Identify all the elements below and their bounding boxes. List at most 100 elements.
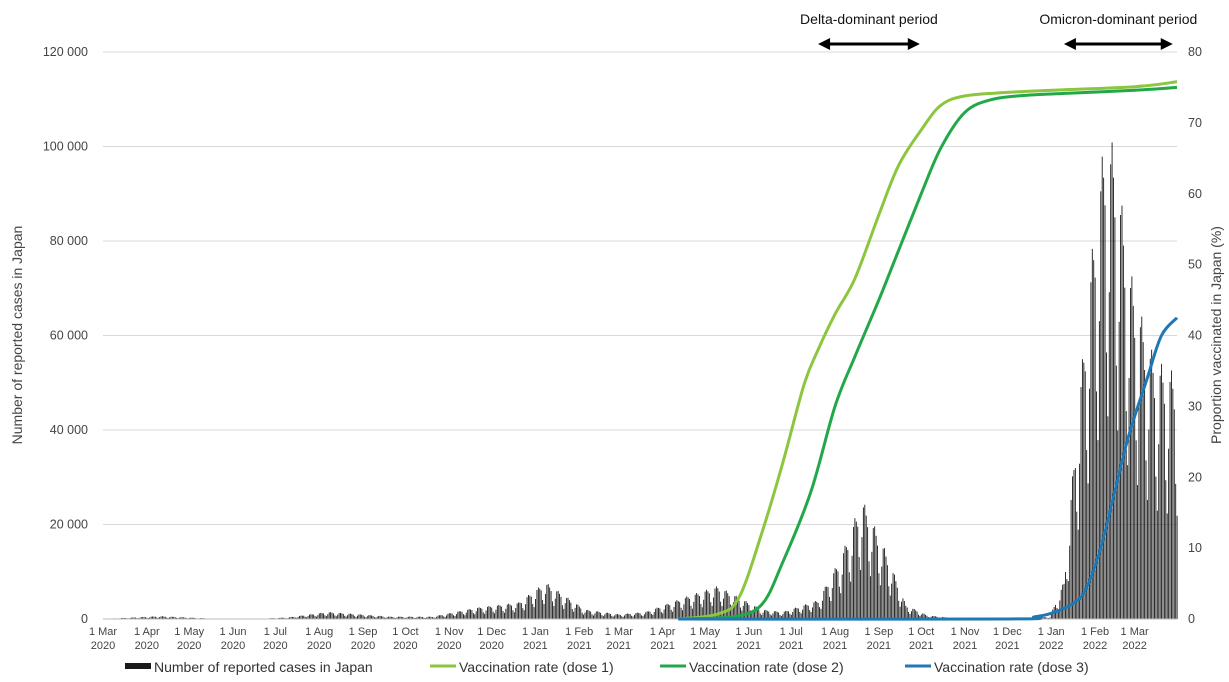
case-bar xyxy=(145,617,146,619)
case-bar xyxy=(1094,277,1096,619)
case-bar xyxy=(869,576,871,619)
case-bar xyxy=(417,616,419,619)
case-bar xyxy=(820,608,822,619)
case-bar xyxy=(686,596,688,619)
x-tick-label: 1 Jun 2020 xyxy=(220,626,247,652)
case-bar xyxy=(1162,382,1164,619)
x-tick-label: 1 Jan 2022 xyxy=(1038,626,1065,652)
case-bar xyxy=(146,617,148,619)
case-bar xyxy=(313,614,315,619)
period-label: Delta-dominant period xyxy=(800,11,938,27)
case-bar xyxy=(1066,578,1068,619)
case-bar xyxy=(378,615,380,619)
case-bar xyxy=(344,615,346,619)
case-bar xyxy=(877,545,878,619)
case-bar xyxy=(561,605,563,619)
case-bar xyxy=(487,606,488,619)
case-bar xyxy=(537,587,539,619)
case-bar xyxy=(617,614,618,619)
x-tick-label: 1 Jun 2021 xyxy=(735,626,762,652)
case-bars xyxy=(102,142,1178,620)
case-bar xyxy=(410,616,412,619)
case-bar xyxy=(797,608,799,619)
left-tick-label: 120 000 xyxy=(43,45,88,59)
case-bar xyxy=(318,613,320,619)
left-tick-label: 40 000 xyxy=(50,423,88,437)
x-tick-year: 2020 xyxy=(91,640,115,652)
case-bar xyxy=(638,612,640,619)
case-bar xyxy=(460,611,462,619)
case-bar xyxy=(518,602,520,619)
x-tick-month: 1 Mar xyxy=(1121,626,1149,638)
x-tick-label: 1 Sep 2020 xyxy=(349,626,378,652)
case-bar xyxy=(366,616,368,619)
case-bar xyxy=(1070,500,1072,619)
left-axis-title: Number of reported cases in Japan xyxy=(9,226,25,445)
case-bar xyxy=(1093,260,1095,619)
case-bar xyxy=(440,615,442,619)
case-bar xyxy=(1056,607,1058,619)
case-bar xyxy=(1098,321,1100,619)
right-axis-ticks: 0 10 20 30 40 50 60 70 80 xyxy=(1188,45,1202,626)
case-bar xyxy=(396,617,398,619)
case-bar xyxy=(472,613,474,619)
case-bar xyxy=(170,616,172,619)
case-bar xyxy=(625,613,627,619)
right-tick-label: 20 xyxy=(1188,470,1202,484)
case-bar xyxy=(488,606,490,619)
case-bar xyxy=(618,614,620,619)
case-bar xyxy=(588,610,590,619)
case-bar xyxy=(499,605,501,619)
case-bar xyxy=(905,605,907,619)
x-tick-year: 2022 xyxy=(1039,640,1063,652)
case-bar xyxy=(194,617,196,619)
case-bar xyxy=(1057,609,1059,619)
case-bar xyxy=(764,610,765,619)
case-bar xyxy=(649,611,651,619)
case-bar xyxy=(430,616,432,619)
x-tick-label: 1 Nov 2021 xyxy=(951,626,980,652)
case-bar xyxy=(658,607,659,619)
case-bar xyxy=(300,615,302,619)
case-bar xyxy=(420,616,422,619)
case-bar xyxy=(282,617,284,619)
case-bar xyxy=(1091,248,1093,619)
case-bar xyxy=(464,615,466,619)
case-bar xyxy=(550,591,552,619)
case-bar xyxy=(465,612,467,619)
case-bar xyxy=(386,617,388,619)
case-bar xyxy=(359,614,361,619)
case-bar xyxy=(1043,617,1045,619)
case-bar xyxy=(522,608,524,619)
case-bar xyxy=(157,617,159,619)
case-bar xyxy=(922,613,924,619)
case-bar xyxy=(512,610,514,619)
case-bar xyxy=(674,601,676,619)
case-bar xyxy=(513,612,515,619)
x-tick-year: 2020 xyxy=(351,640,375,652)
case-bar xyxy=(593,615,594,619)
case-bar xyxy=(660,611,662,619)
case-bar xyxy=(1063,583,1065,619)
case-bar xyxy=(810,612,812,619)
case-bar xyxy=(467,609,469,619)
x-tick-month: 1 Jan xyxy=(1038,626,1065,638)
case-bar xyxy=(646,611,648,619)
case-bar xyxy=(331,612,333,619)
case-bar xyxy=(317,615,319,619)
case-bar xyxy=(723,598,724,619)
case-bar xyxy=(1175,483,1177,619)
case-bar xyxy=(478,607,480,619)
case-bar xyxy=(803,605,805,619)
case-bar xyxy=(845,547,847,619)
x-tick-year: 2021 xyxy=(953,640,977,652)
case-bar xyxy=(528,594,529,619)
case-bar xyxy=(854,518,856,619)
case-bar xyxy=(602,616,604,619)
case-bar xyxy=(303,615,305,619)
case-bar xyxy=(364,616,365,619)
case-bar xyxy=(652,614,654,619)
left-tick-label: 20 000 xyxy=(50,518,88,532)
case-bar xyxy=(290,616,292,619)
case-bar xyxy=(431,616,433,619)
